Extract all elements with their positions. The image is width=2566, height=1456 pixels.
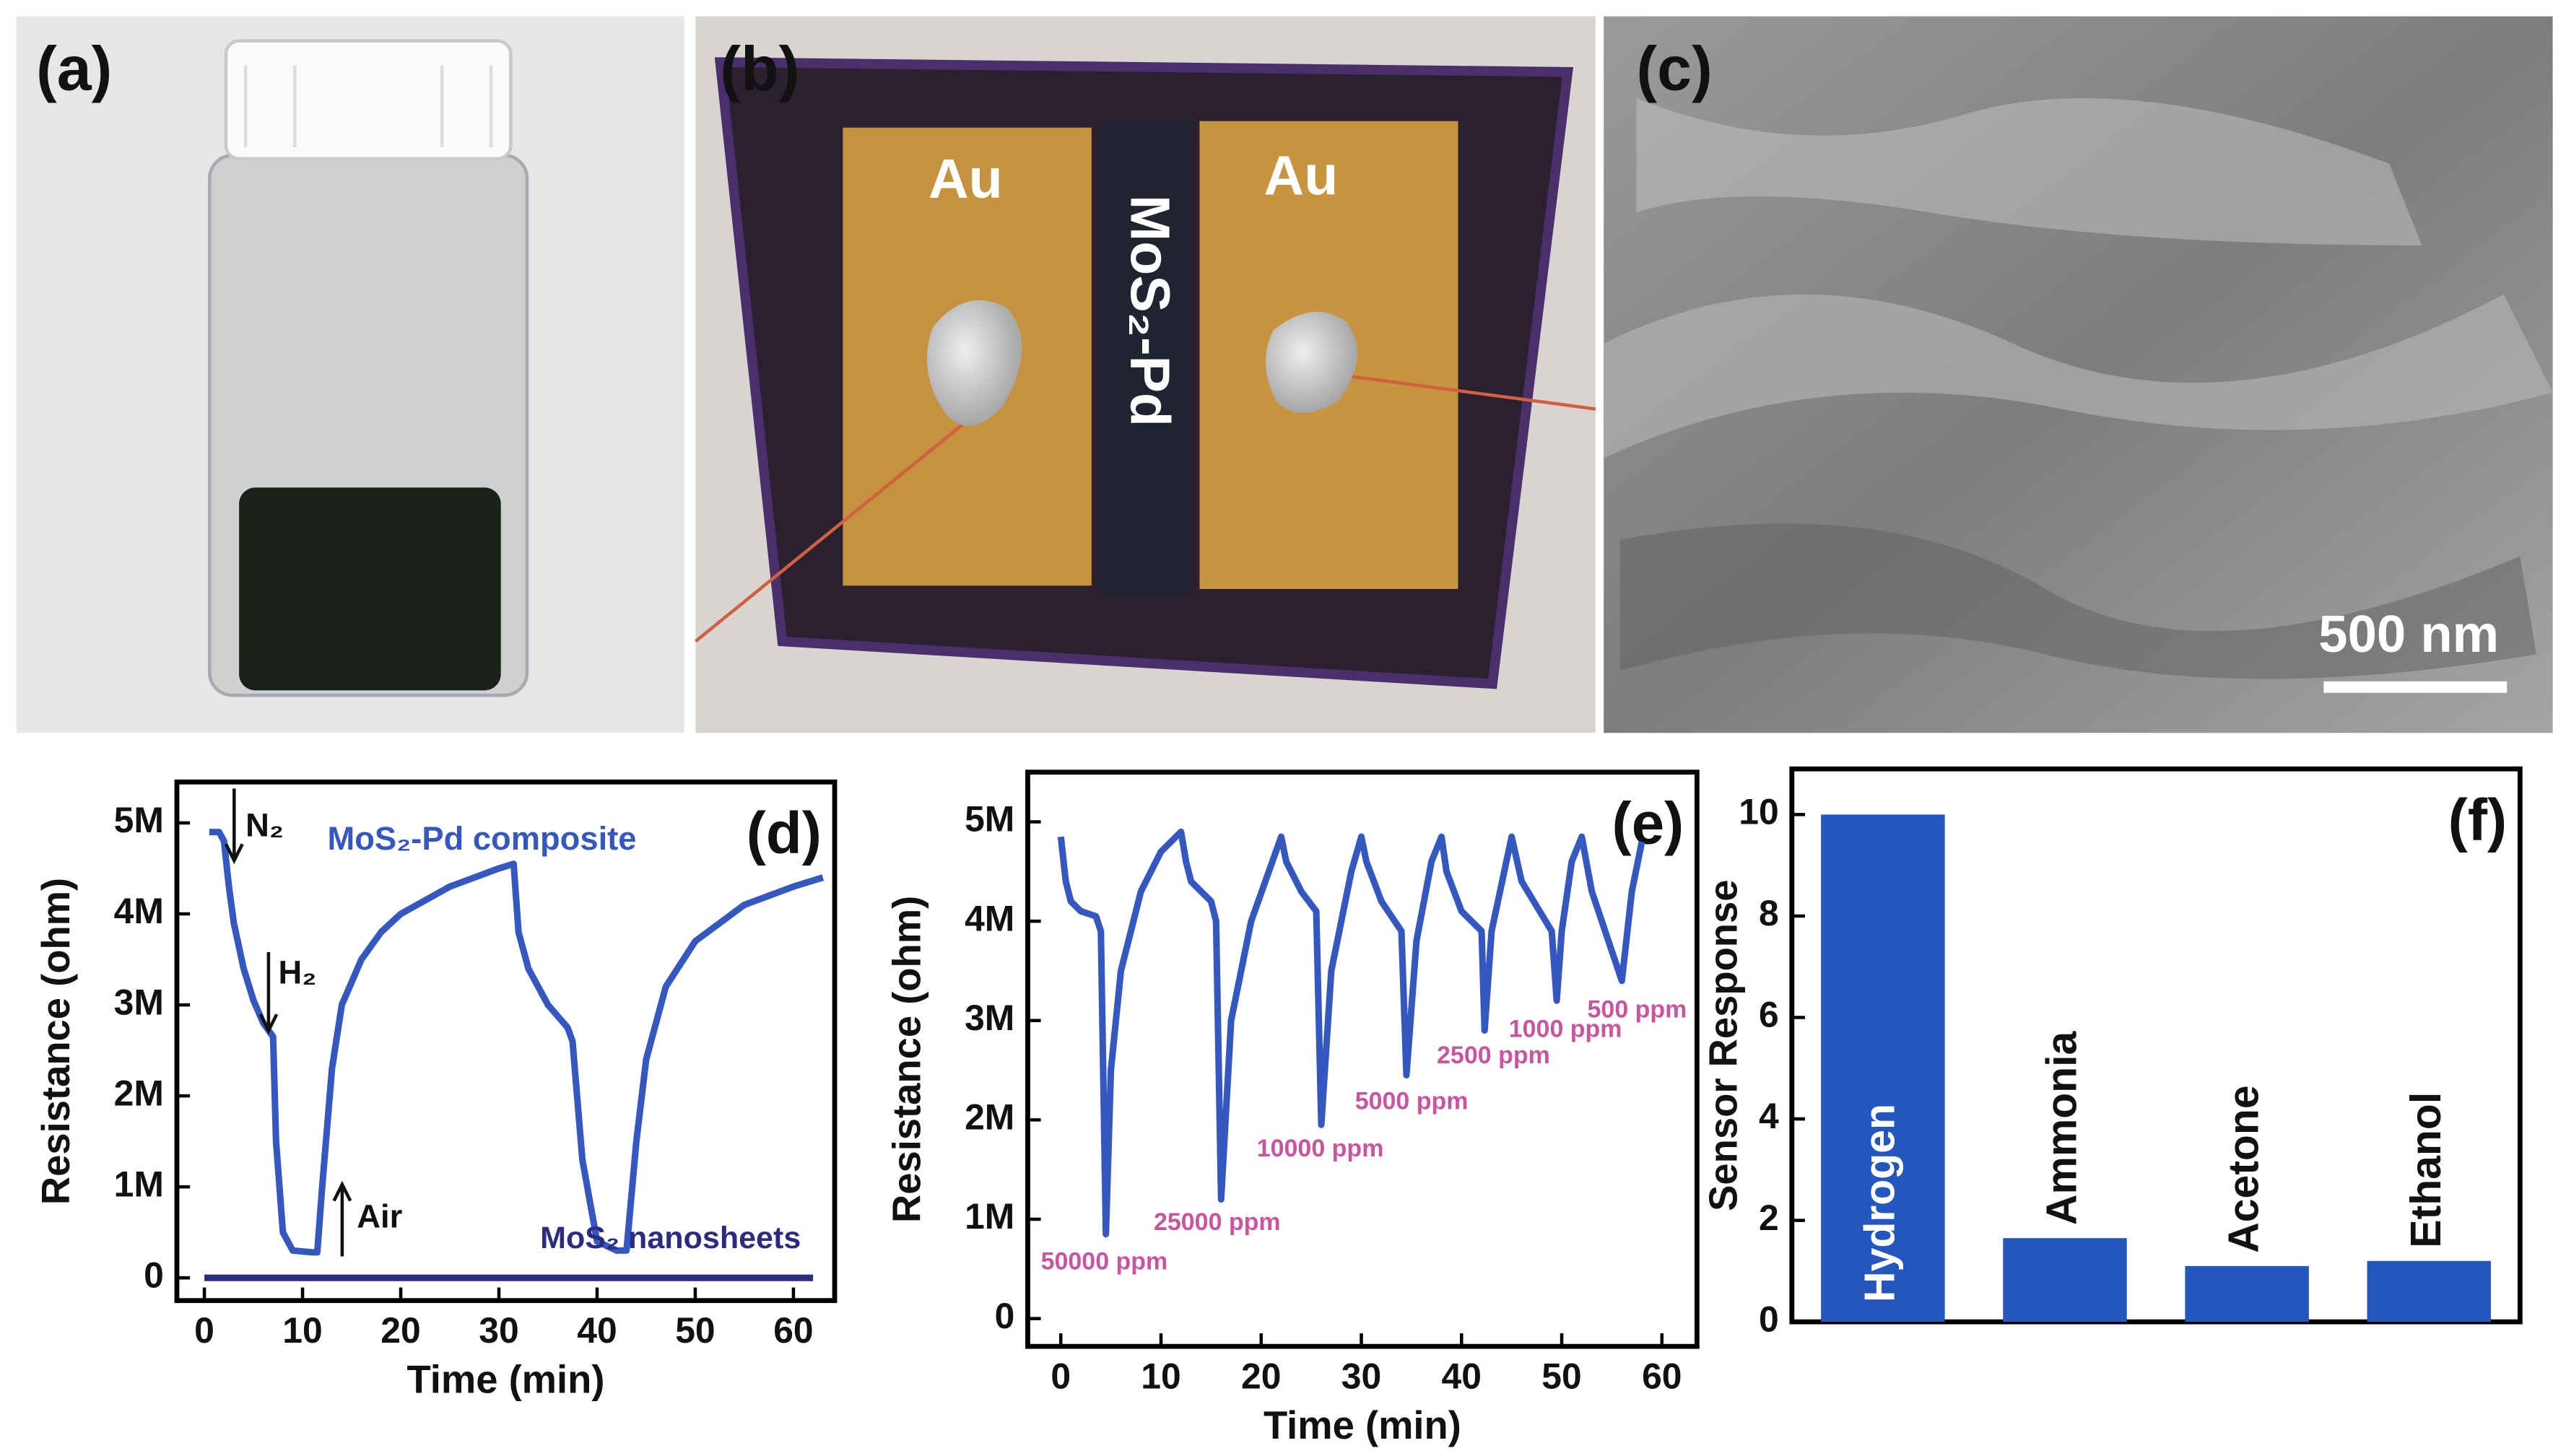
y-tick-label: 1M xyxy=(965,1196,1014,1237)
panel-label: (b) xyxy=(720,35,799,104)
x-tick-label: 30 xyxy=(1341,1356,1381,1397)
x-tick-label: 0 xyxy=(194,1310,214,1351)
bar xyxy=(1821,814,1945,1322)
electrode-label: Au xyxy=(928,148,1003,210)
plot-frame xyxy=(1789,766,2523,1325)
x-tick-label: 10 xyxy=(1141,1356,1180,1397)
category-label: Acetone xyxy=(2221,1085,2268,1252)
y-tick-label: 3M xyxy=(965,998,1014,1038)
x-tick-label: 0 xyxy=(1051,1356,1071,1397)
panel-label: (c) xyxy=(1637,35,1713,104)
annotation: N₂ xyxy=(245,807,284,844)
series-label: MoS₂-Pd composite xyxy=(327,820,636,857)
line-series xyxy=(1057,828,1645,1238)
annotation: 10000 ppm xyxy=(1257,1135,1384,1162)
photo-vial xyxy=(16,16,684,733)
annotation: 500 ppm xyxy=(1588,996,1687,1024)
annotation: H₂ xyxy=(278,954,316,991)
annotation: 50000 ppm xyxy=(1041,1248,1168,1276)
y-tick-label: 5M xyxy=(965,799,1014,840)
y-tick-label: 4M xyxy=(965,898,1014,938)
arrow-head xyxy=(224,843,244,865)
annotation: Air xyxy=(357,1198,402,1234)
y-tick-label: 8 xyxy=(1759,893,1779,933)
y-tick-label: 2M xyxy=(965,1097,1014,1138)
x-tick-label: 10 xyxy=(282,1310,322,1351)
panel-label: (d) xyxy=(747,801,822,866)
x-tick-label: 30 xyxy=(479,1310,518,1351)
sem-image xyxy=(1604,16,2553,733)
x-axis-title: Time (min) xyxy=(1264,1403,1461,1447)
annotation: 2500 ppm xyxy=(1437,1042,1550,1069)
y-tick-label: 1M xyxy=(114,1164,164,1204)
category-label: Ethanol xyxy=(2403,1092,2450,1248)
y-tick-label: 0 xyxy=(995,1296,1015,1336)
x-tick-label: 50 xyxy=(1541,1356,1581,1397)
x-tick-label: 40 xyxy=(1442,1356,1482,1397)
y-tick-label: 0 xyxy=(144,1255,164,1295)
bar xyxy=(2185,1265,2309,1322)
category-label: Ammonia xyxy=(2039,1030,2086,1225)
y-tick-label: 4 xyxy=(1759,1096,1779,1136)
arrow-head xyxy=(258,1013,279,1034)
annotation: 5000 ppm xyxy=(1355,1087,1469,1115)
y-tick-label: 10 xyxy=(1739,792,1778,832)
y-tick-label: 2M xyxy=(114,1073,164,1113)
y-axis-title: Resistance (ohm) xyxy=(885,896,929,1223)
line-series xyxy=(209,829,825,1256)
annotation: 1000 ppm xyxy=(1509,1016,1622,1043)
panel-label: (a) xyxy=(36,35,112,104)
x-tick-label: 40 xyxy=(577,1310,617,1351)
electrode-label: Au xyxy=(1264,145,1339,207)
plot-frame xyxy=(174,779,838,1304)
series-label: MoS₂ nanosheets xyxy=(540,1221,801,1255)
x-tick-label: 20 xyxy=(1241,1356,1281,1397)
y-axis-title: Resistance (ohm) xyxy=(34,878,78,1205)
panel-label: (e) xyxy=(1612,790,1684,856)
y-tick-label: 3M xyxy=(114,982,164,1022)
y-tick-label: 4M xyxy=(114,891,164,931)
x-axis-title: Time (min) xyxy=(407,1357,605,1401)
scale-bar-label: 500 nm xyxy=(2318,605,2499,663)
y-tick-label: 5M xyxy=(114,800,164,840)
bar xyxy=(2367,1260,2491,1322)
x-tick-label: 60 xyxy=(1642,1356,1682,1397)
bar xyxy=(2003,1238,2127,1322)
channel-label: MoS₂-Pd xyxy=(1118,195,1180,427)
x-tick-label: 20 xyxy=(380,1310,420,1351)
y-axis-title: Sensor Response xyxy=(1702,879,1746,1211)
photo-sensor xyxy=(694,16,1596,733)
arrow-head xyxy=(332,1180,352,1202)
category-label: Hydrogen xyxy=(1856,1104,1903,1302)
y-tick-label: 2 xyxy=(1759,1198,1779,1238)
annotation: 25000 ppm xyxy=(1154,1208,1281,1236)
panel-label: (f) xyxy=(2448,788,2508,853)
x-tick-label: 60 xyxy=(773,1310,813,1351)
y-tick-label: 6 xyxy=(1759,995,1779,1035)
x-tick-label: 50 xyxy=(675,1310,715,1351)
y-tick-label: 0 xyxy=(1759,1299,1779,1339)
